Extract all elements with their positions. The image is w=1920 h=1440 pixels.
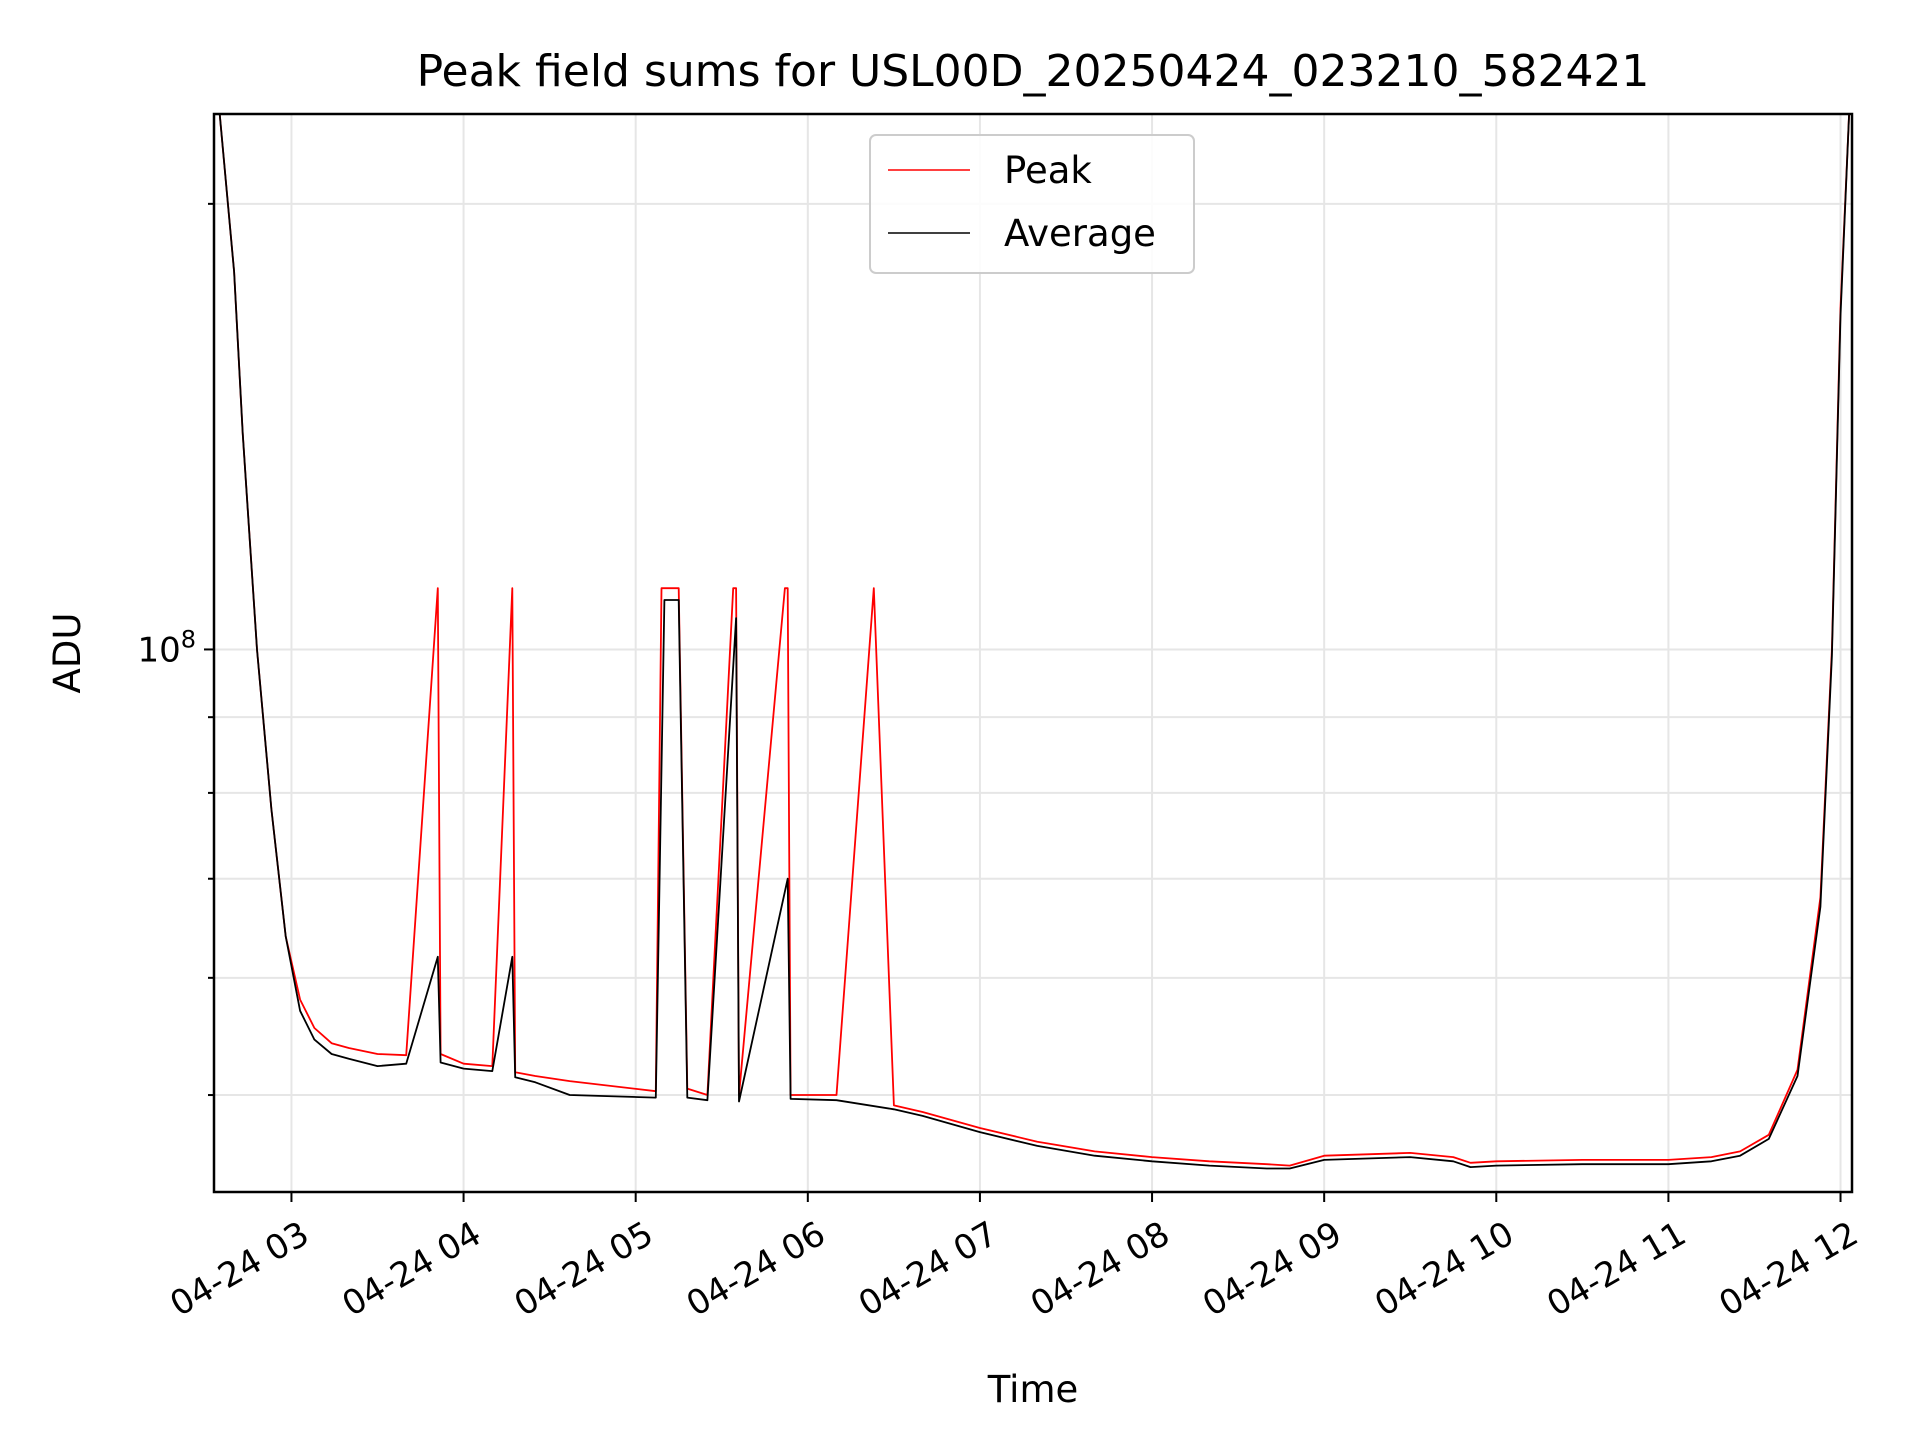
y-axis: 108: [137, 202, 214, 1097]
legend-average-label: Average: [1004, 212, 1156, 255]
series-line-average: [218, 113, 1850, 1170]
x-axis-label: Time: [987, 1368, 1079, 1411]
grid: [214, 114, 1852, 1192]
legend: Peak Average: [869, 134, 1195, 274]
plot-area: [218, 113, 1850, 1170]
y-axis-label: ADU: [46, 613, 89, 694]
legend-peak-label: Peak: [1004, 149, 1092, 192]
y-tick-label: 108: [137, 625, 196, 670]
axes-frame: [212, 112, 1854, 1194]
chart-title: Peak field sums for USL00D_20250424_0232…: [417, 46, 1650, 97]
